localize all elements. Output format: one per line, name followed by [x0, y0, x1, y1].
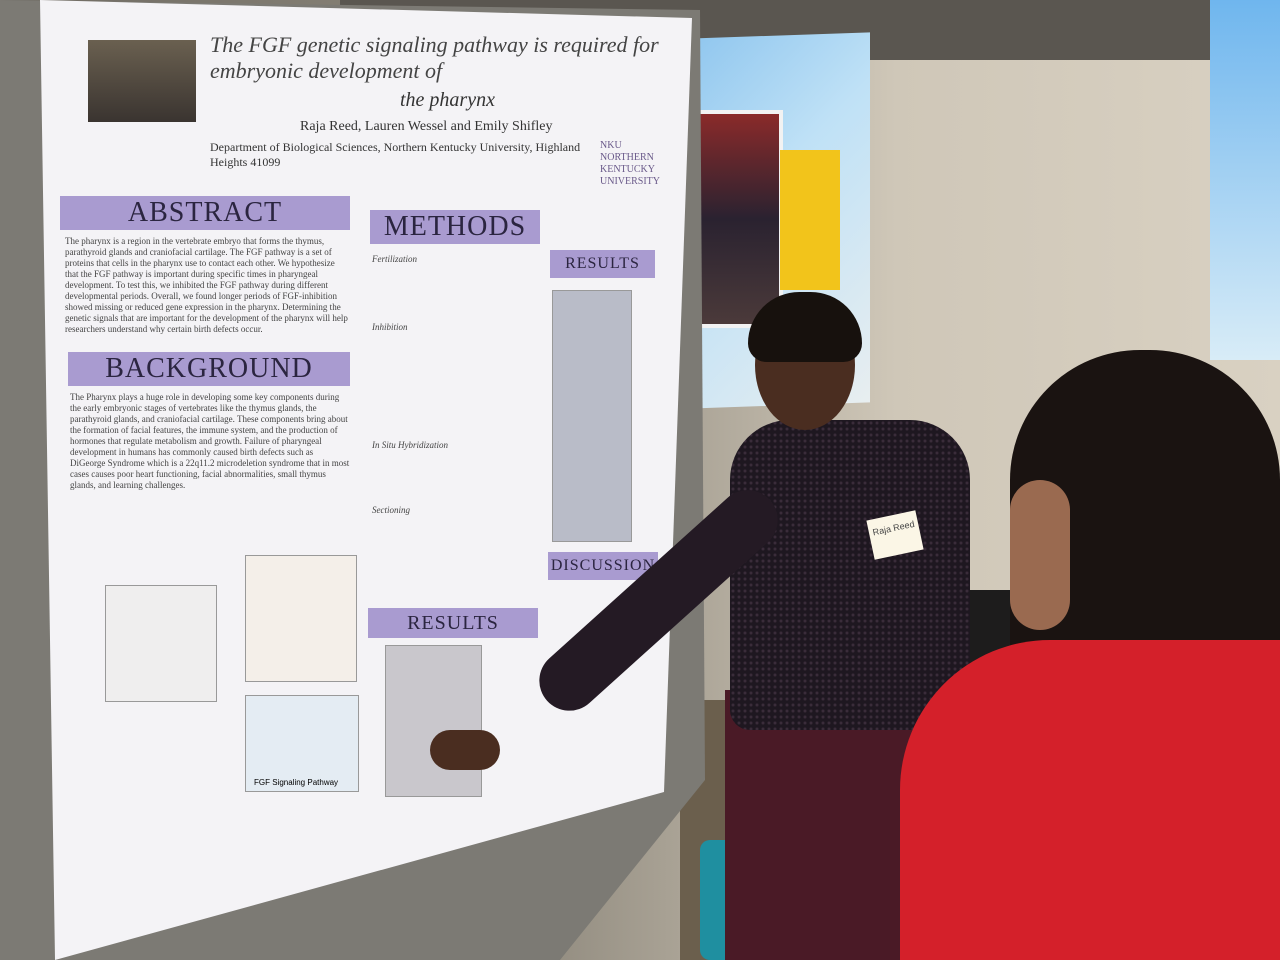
methods-header: METHODS [370, 210, 540, 244]
results-header-bottom: RESULTS [368, 608, 538, 638]
nku-logo: NKU NORTHERN KENTUCKY UNIVERSITY [600, 140, 660, 187]
presenter-hand [430, 730, 500, 770]
presenter-hair [748, 292, 862, 362]
results-embryo-images [385, 645, 482, 797]
poster-department: Department of Biological Sciences, North… [210, 140, 581, 169]
pharynx-diagram [245, 555, 357, 682]
team-photo [88, 40, 196, 122]
fgf-caption: FGF Signaling Pathway [254, 778, 339, 787]
visitor-red-sweater [900, 640, 1280, 960]
frog-image [105, 585, 217, 702]
poster-title: The FGF genetic signaling pathway is req… [210, 32, 659, 83]
background-text: The Pharynx plays a huge role in develop… [70, 392, 350, 490]
presenter-top [730, 420, 970, 730]
methods-inhibition: Inhibition [372, 322, 408, 332]
poster-authors: Raja Reed, Lauren Wessel and Emily Shifl… [300, 119, 553, 134]
abstract-text: The pharynx is a region in the vertebrat… [65, 236, 348, 334]
visitor-face [1010, 480, 1070, 630]
projected-graphic [780, 150, 840, 290]
abstract-header: ABSTRACT [60, 196, 350, 230]
methods-in-situ: In Situ Hybridization [372, 440, 448, 450]
background-header: BACKGROUND [68, 352, 350, 386]
methods-sectioning: Sectioning [372, 505, 410, 515]
poster-title-line2: the pharynx [400, 89, 495, 111]
fgf-pathway-diagram: FGF Signaling Pathway [245, 695, 359, 792]
results-header-top: RESULTS [550, 250, 655, 278]
poster: The FGF genetic signaling pathway is req… [40, 0, 692, 960]
results-image-grid [552, 290, 632, 542]
second-projector-screen [1210, 0, 1280, 360]
methods-fertilization: Fertilization [372, 254, 417, 264]
